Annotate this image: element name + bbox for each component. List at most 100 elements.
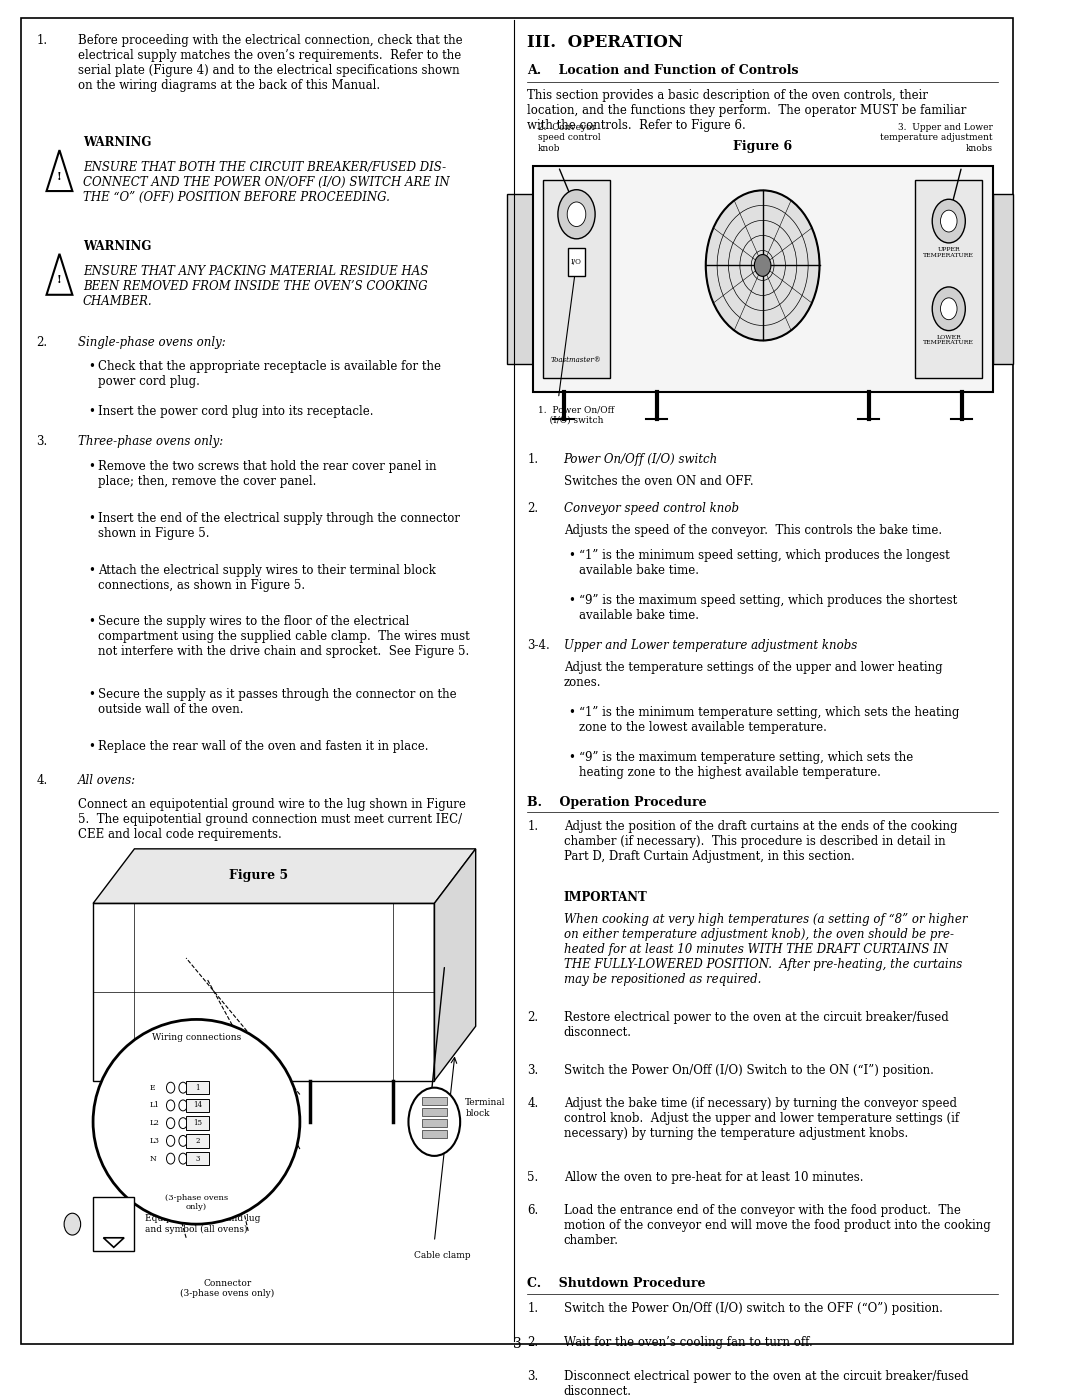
Circle shape	[166, 1118, 175, 1129]
Text: •: •	[569, 594, 576, 606]
Text: WARNING: WARNING	[83, 137, 151, 149]
Circle shape	[567, 203, 585, 226]
Text: Toastmaster®: Toastmaster®	[551, 356, 602, 365]
Text: B.    Operation Procedure: B. Operation Procedure	[527, 796, 707, 809]
Text: •: •	[87, 511, 95, 525]
Text: 3: 3	[195, 1155, 200, 1162]
Text: •: •	[87, 460, 95, 474]
Circle shape	[179, 1153, 187, 1164]
Text: When cooking at very high temperatures (a setting of “8” or higher
on either tem: When cooking at very high temperatures (…	[564, 914, 967, 986]
Text: 2.: 2.	[527, 1336, 539, 1350]
Text: Figure 5: Figure 5	[229, 869, 288, 883]
Text: 2.: 2.	[527, 1011, 539, 1024]
Text: •: •	[87, 616, 95, 629]
FancyBboxPatch shape	[186, 1116, 208, 1130]
Text: Secure the supply as it passes through the connector on the
outside wall of the : Secure the supply as it passes through t…	[98, 687, 457, 715]
Text: 15: 15	[193, 1119, 202, 1127]
FancyBboxPatch shape	[186, 1134, 208, 1148]
Circle shape	[932, 200, 966, 243]
Text: •: •	[87, 405, 95, 418]
Text: Switch the Power On/Off (I/O) switch to the OFF (“O”) position.: Switch the Power On/Off (I/O) switch to …	[564, 1302, 943, 1315]
Text: ENSURE THAT BOTH THE CIRCUIT BREAKER/FUSED DIS-
CONNECT AND THE POWER ON/OFF (I/: ENSURE THAT BOTH THE CIRCUIT BREAKER/FUS…	[83, 161, 449, 204]
Text: 2.: 2.	[527, 502, 539, 515]
Text: This section provides a basic description of the oven controls, their
location, : This section provides a basic descriptio…	[527, 88, 967, 131]
Text: C.    Shutdown Procedure: C. Shutdown Procedure	[527, 1277, 706, 1291]
Text: Cable clamp: Cable clamp	[414, 1252, 470, 1260]
Circle shape	[179, 1083, 187, 1092]
Text: 1.: 1.	[527, 820, 539, 833]
FancyBboxPatch shape	[186, 1098, 208, 1112]
Text: Switches the oven ON and OFF.: Switches the oven ON and OFF.	[564, 475, 753, 488]
Text: 3.: 3.	[37, 436, 48, 448]
Text: Disconnect electrical power to the oven at the circuit breaker/fused
disconnect.: Disconnect electrical power to the oven …	[564, 1370, 968, 1397]
Text: I/O: I/O	[571, 258, 582, 265]
Text: 14: 14	[193, 1101, 202, 1109]
Text: Adjust the temperature settings of the upper and lower heating
zones.: Adjust the temperature settings of the u…	[564, 661, 942, 689]
Text: Equipotential ground lug
and symbol (all ovens): Equipotential ground lug and symbol (all…	[145, 1214, 260, 1234]
FancyBboxPatch shape	[543, 180, 610, 379]
Text: 4.: 4.	[527, 1097, 539, 1111]
Circle shape	[166, 1099, 175, 1111]
Circle shape	[166, 1083, 175, 1092]
Text: L2: L2	[150, 1119, 160, 1127]
Text: L3: L3	[150, 1137, 160, 1146]
FancyBboxPatch shape	[186, 1151, 208, 1165]
Text: Replace the rear wall of the oven and fasten it in place.: Replace the rear wall of the oven and fa…	[98, 739, 429, 753]
Text: Power On/Off (I/O) switch: Power On/Off (I/O) switch	[564, 453, 718, 467]
Circle shape	[166, 1136, 175, 1147]
Text: Adjust the position of the draft curtains at the ends of the cooking
chamber (if: Adjust the position of the draft curtain…	[564, 820, 957, 863]
Circle shape	[705, 190, 820, 341]
Text: Single-phase ovens only:: Single-phase ovens only:	[78, 335, 226, 349]
FancyBboxPatch shape	[993, 194, 1013, 365]
Text: Wiring connections: Wiring connections	[152, 1032, 241, 1042]
FancyBboxPatch shape	[568, 249, 584, 275]
Text: •: •	[87, 563, 95, 577]
Text: Remove the two screws that hold the rear cover panel in
place; then, remove the : Remove the two screws that hold the rear…	[98, 460, 436, 488]
Text: “9” is the maximum temperature setting, which sets the
heating zone to the highe: “9” is the maximum temperature setting, …	[579, 750, 914, 778]
Text: Connect an equipotential ground wire to the lug shown in Figure
5.  The equipote: Connect an equipotential ground wire to …	[78, 798, 465, 841]
FancyBboxPatch shape	[422, 1119, 447, 1127]
Text: Secure the supply wires to the floor of the electrical
compartment using the sup: Secure the supply wires to the floor of …	[98, 616, 470, 658]
Text: Allow the oven to pre-heat for at least 10 minutes.: Allow the oven to pre-heat for at least …	[564, 1171, 863, 1183]
Text: •: •	[569, 549, 576, 562]
Text: L1: L1	[150, 1101, 160, 1109]
FancyBboxPatch shape	[507, 194, 532, 365]
Text: •: •	[87, 739, 95, 753]
Ellipse shape	[93, 1020, 300, 1224]
Text: •: •	[569, 705, 576, 718]
Text: “1” is the minimum speed setting, which produces the longest
available bake time: “1” is the minimum speed setting, which …	[579, 549, 949, 577]
Text: Switch the Power On/Off (I/O) Switch to the ON (“I”) position.: Switch the Power On/Off (I/O) Switch to …	[564, 1065, 933, 1077]
Polygon shape	[93, 849, 475, 904]
Text: 1.  Power On/Off
    (I/O) switch: 1. Power On/Off (I/O) switch	[538, 405, 613, 425]
Text: Attach the electrical supply wires to their terminal block
connections, as shown: Attach the electrical supply wires to th…	[98, 563, 436, 591]
Text: “9” is the maximum speed setting, which produces the shortest
available bake tim: “9” is the maximum speed setting, which …	[579, 594, 957, 622]
Circle shape	[179, 1118, 187, 1129]
Circle shape	[932, 286, 966, 331]
Text: Three-phase ovens only:: Three-phase ovens only:	[78, 436, 222, 448]
FancyBboxPatch shape	[93, 1197, 134, 1252]
Text: Load the entrance end of the conveyor with the food product.  The
motion of the : Load the entrance end of the conveyor wi…	[564, 1204, 990, 1246]
Text: 3.  Upper and Lower
temperature adjustment
knobs: 3. Upper and Lower temperature adjustmen…	[880, 123, 993, 152]
Text: 1.: 1.	[527, 1302, 539, 1315]
Text: ENSURE THAT ANY PACKING MATERIAL RESIDUE HAS
BEEN REMOVED FROM INSIDE THE OVEN’S: ENSURE THAT ANY PACKING MATERIAL RESIDUE…	[83, 265, 428, 307]
Circle shape	[64, 1213, 81, 1235]
Text: Before proceeding with the electrical connection, check that the
electrical supp: Before proceeding with the electrical co…	[78, 34, 462, 92]
FancyBboxPatch shape	[422, 1130, 447, 1139]
Text: 2.  Conveyor
speed control
knob: 2. Conveyor speed control knob	[538, 123, 600, 152]
Text: 4.: 4.	[37, 774, 48, 787]
Text: All ovens:: All ovens:	[78, 774, 136, 787]
Text: N: N	[150, 1155, 157, 1162]
Text: Connector
(3-phase ovens only): Connector (3-phase ovens only)	[180, 1278, 274, 1298]
Text: Insert the power cord plug into its receptacle.: Insert the power cord plug into its rece…	[98, 405, 374, 418]
FancyBboxPatch shape	[422, 1108, 447, 1116]
Circle shape	[754, 254, 771, 277]
Text: •: •	[87, 360, 95, 373]
Text: Upper and Lower temperature adjustment knobs: Upper and Lower temperature adjustment k…	[564, 638, 856, 651]
Text: IMPORTANT: IMPORTANT	[564, 891, 647, 904]
Text: (3-phase ovens
only): (3-phase ovens only)	[165, 1194, 228, 1211]
FancyBboxPatch shape	[915, 180, 983, 379]
Text: Check that the appropriate receptacle is available for the
power cord plug.: Check that the appropriate receptacle is…	[98, 360, 442, 388]
Text: UPPER
TEMPERATURE: UPPER TEMPERATURE	[923, 247, 974, 258]
Text: Adjusts the speed of the conveyor.  This controls the bake time.: Adjusts the speed of the conveyor. This …	[564, 524, 942, 536]
Text: Terminal
block: Terminal block	[465, 1098, 505, 1118]
